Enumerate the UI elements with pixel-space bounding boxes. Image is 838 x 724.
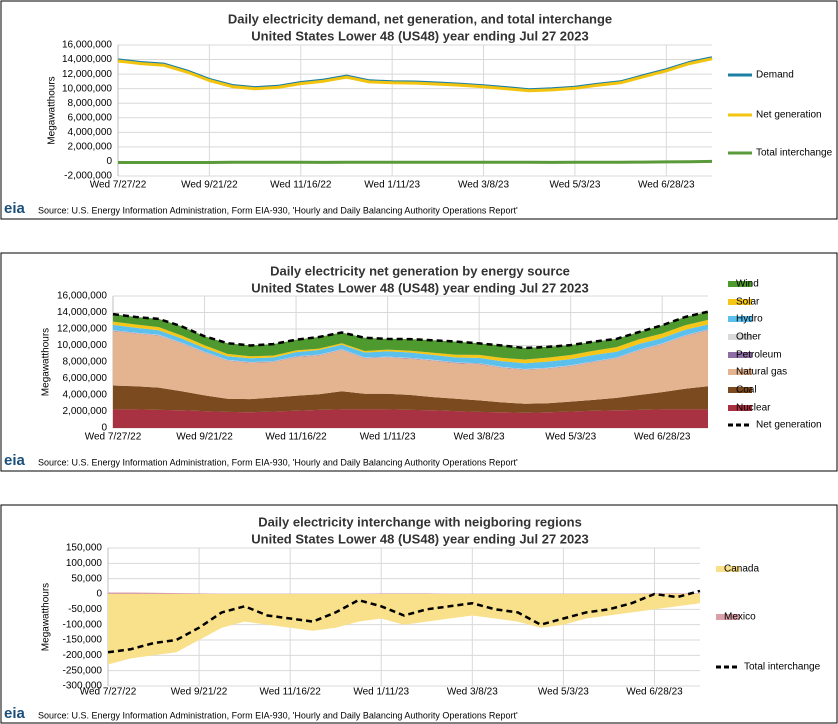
chart-panel: Daily electricity interchange with neigb… [0, 504, 838, 724]
x-tick-label: Wed 11/16/22 [270, 180, 332, 191]
x-tick-label: Wed 3/8/23 [447, 687, 498, 698]
y-tick-label: 0 [96, 589, 102, 600]
legend-label: Solar [736, 297, 760, 308]
area-series [108, 592, 700, 594]
y-tick-label: -150,000 [63, 635, 103, 646]
chart-title: Daily electricity interchange with neigb… [258, 514, 582, 529]
x-tick-label: Wed 5/3/23 [538, 687, 589, 698]
x-tick-label: Wed 5/3/23 [545, 432, 596, 443]
eia-logo: eia [4, 452, 26, 469]
line-series [112, 310, 709, 350]
x-tick-label: Wed 6/28/23 [634, 432, 691, 443]
y-tick-label: 8,000,000 [68, 98, 113, 109]
y-tick-label: 4,000,000 [63, 390, 108, 401]
y-axis-label: Megawatthours [41, 328, 52, 396]
x-tick-label: Wed 1/11/23 [364, 180, 420, 191]
chart-panel: Daily electricity net generation by ener… [0, 252, 838, 472]
y-tick-label: 100,000 [66, 558, 103, 569]
y-tick-label: 0 [106, 156, 112, 167]
x-tick-label: Wed 7/27/22 [85, 432, 142, 443]
chart-subtitle: United States Lower 48 (US48) year endin… [251, 280, 588, 295]
x-tick-label: Wed 9/21/22 [176, 432, 233, 443]
x-tick-label: Wed 3/8/23 [458, 180, 509, 191]
legend-label: Total interchange [756, 148, 833, 159]
legend-label: Natural gas [736, 367, 787, 378]
source-note: Source: U.S. Energy Information Administ… [38, 205, 518, 215]
y-tick-label: -50,000 [68, 604, 102, 615]
y-axis-label: Megawatthours [47, 76, 58, 144]
y-tick-label: 0 [101, 423, 107, 434]
y-tick-label: -200,000 [63, 650, 103, 661]
x-tick-label: Wed 7/27/22 [90, 180, 147, 191]
y-tick-label: 6,000,000 [63, 373, 108, 384]
area-series [113, 330, 708, 404]
y-tick-label: 14,000,000 [62, 54, 112, 65]
legend-label: Total interchange [744, 662, 821, 673]
y-tick-label: 2,000,000 [68, 142, 113, 153]
source-note: Source: U.S. Energy Information Administ… [38, 457, 518, 467]
legend-label: Coal [736, 385, 757, 396]
area-series [113, 409, 708, 428]
x-tick-label: Wed 9/21/22 [171, 687, 228, 698]
chart-subtitle: United States Lower 48 (US48) year endin… [251, 28, 588, 43]
y-axis-label: Megawatthours [41, 583, 52, 651]
y-tick-label: -100,000 [63, 619, 103, 630]
x-tick-label: Wed 7/27/22 [80, 687, 137, 698]
legend-label: Demand [756, 70, 794, 81]
area-series [113, 385, 708, 413]
x-tick-label: Wed 9/21/22 [181, 180, 238, 191]
y-tick-label: 10,000,000 [57, 340, 107, 351]
x-tick-label: Wed 5/3/23 [549, 180, 600, 191]
y-tick-label: 10,000,000 [62, 83, 112, 94]
x-tick-label: Wed 3/8/23 [454, 432, 505, 443]
panel-border [0, 252, 838, 472]
legend-label: Nuclear [736, 403, 771, 414]
legend-label: Canada [724, 564, 759, 575]
y-tick-label: 4,000,000 [68, 127, 113, 138]
line-series [107, 589, 701, 654]
y-tick-label: -250,000 [63, 665, 103, 676]
y-tick-label: -2,000,000 [64, 171, 112, 182]
area-series [108, 594, 700, 665]
y-tick-label: 12,000,000 [62, 69, 112, 80]
legend-label: Hydro [736, 314, 763, 325]
line-series [117, 57, 713, 93]
legend-label: Petroleum [736, 350, 782, 361]
legend-label: Wind [736, 279, 759, 290]
y-tick-label: 6,000,000 [68, 112, 113, 123]
chart-subtitle: United States Lower 48 (US48) year endin… [251, 531, 588, 546]
legend-label: Other [736, 332, 762, 343]
y-tick-label: 2,000,000 [63, 406, 108, 417]
y-tick-label: 150,000 [66, 543, 103, 554]
panel-border [0, 0, 838, 220]
y-tick-label: 16,000,000 [62, 40, 112, 51]
source-note: Source: U.S. Energy Information Administ… [38, 710, 518, 720]
line-series [118, 159, 713, 164]
x-tick-label: Wed 6/28/23 [626, 687, 683, 698]
panel-border [0, 504, 838, 724]
x-tick-label: Wed 6/28/23 [638, 180, 695, 191]
area-series [113, 311, 708, 360]
y-tick-label: 12,000,000 [57, 324, 107, 335]
y-tick-label: 8,000,000 [63, 357, 108, 368]
chart-title: Daily electricity net generation by ener… [270, 263, 570, 278]
y-tick-label: 50,000 [71, 573, 102, 584]
legend-label: Mexico [724, 612, 756, 623]
legend-label: Net generation [756, 420, 822, 431]
eia-logo: eia [4, 200, 26, 217]
y-tick-label: 16,000,000 [57, 291, 107, 302]
y-tick-label: -300,000 [63, 681, 103, 692]
chart-panel: Daily electricity demand, net generation… [0, 0, 838, 220]
x-tick-label: Wed 11/16/22 [265, 432, 327, 443]
eia-logo: eia [4, 705, 26, 722]
y-tick-label: 14,000,000 [57, 307, 107, 318]
legend-label: Net generation [756, 110, 822, 121]
x-tick-label: Wed 11/16/22 [259, 687, 321, 698]
x-tick-label: Wed 1/11/23 [353, 687, 409, 698]
x-tick-label: Wed 1/11/23 [360, 432, 416, 443]
chart-title: Daily electricity demand, net generation… [228, 11, 612, 26]
